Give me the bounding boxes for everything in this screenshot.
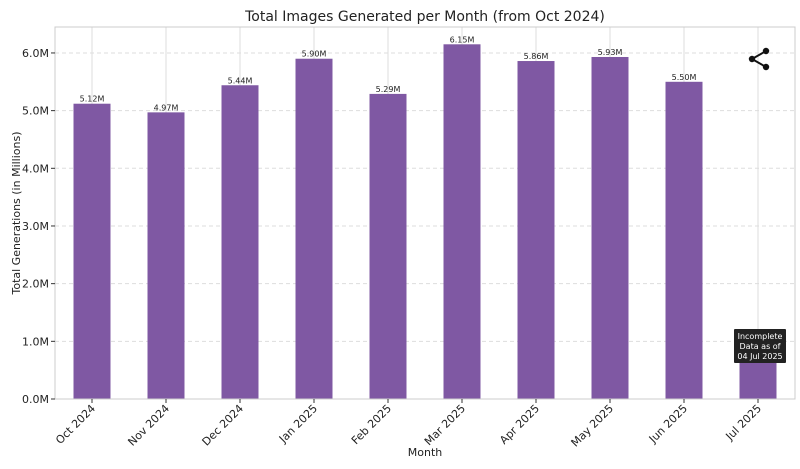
x-tick-label: Nov 2024	[125, 402, 172, 449]
bar	[221, 85, 259, 399]
x-tick-label: Jun 2025	[646, 402, 690, 446]
data-label: 5.29M	[376, 85, 401, 94]
data-label: 4.97M	[154, 103, 179, 112]
y-tick-label: 6.0M	[22, 47, 49, 60]
chart-title: Total Images Generated per Month (from O…	[244, 9, 605, 25]
bar	[73, 103, 111, 400]
y-tick-label: 4.0M	[22, 162, 49, 175]
data-label: 5.44M	[228, 76, 253, 85]
x-axis-label: Month	[408, 446, 443, 459]
bar	[517, 61, 555, 400]
x-axis: Oct 2024 Nov 2024 Dec 2024 Jan 2025 Feb 2025…	[53, 399, 764, 449]
bar	[369, 93, 407, 399]
data-labels: 5.12M 4.97M 5.44M 5.90M 5.29M 6.15M 5.86M 5.93M…	[80, 35, 697, 112]
data-label: 5.90M	[302, 50, 327, 59]
x-tick-label: Mar 2025	[422, 402, 468, 448]
bar	[665, 81, 703, 399]
data-label: 5.12M	[80, 95, 105, 104]
annotation-line: Incomplete	[738, 332, 783, 341]
y-tick-label: 3.0M	[22, 220, 49, 233]
bar	[591, 56, 629, 400]
y-axis: 0.0M 1.0M 2.0M 3.0M 4.0M 5.0M 6.0M	[22, 47, 55, 406]
bar	[147, 112, 185, 399]
x-tick-label: Apr 2025	[497, 402, 542, 447]
y-tick-label: 2.0M	[22, 278, 49, 291]
bar	[443, 44, 481, 399]
x-tick-label: Jan 2025	[276, 402, 320, 446]
x-tick-label: May 2025	[569, 402, 617, 450]
annotation-line: 04 Jul 2025	[737, 352, 782, 361]
bar	[295, 58, 333, 399]
x-tick-label: Oct 2024	[53, 402, 98, 447]
data-label: 6.15M	[450, 35, 475, 44]
bars	[73, 44, 777, 400]
data-label: 5.86M	[524, 52, 549, 61]
y-tick-label: 1.0M	[22, 335, 49, 348]
y-axis-label: Total Generations (in Millions)	[10, 131, 23, 295]
annotation-line: Data as of	[740, 342, 781, 351]
annotation-box	[734, 329, 786, 363]
y-tick-label: 5.0M	[22, 105, 49, 118]
x-tick-label: Feb 2025	[349, 402, 394, 447]
share-icon[interactable]	[748, 47, 770, 71]
x-tick-label: Jul 2025	[723, 402, 765, 444]
plot-frame	[54, 26, 796, 400]
data-label: 5.50M	[672, 73, 697, 82]
data-label: 5.93M	[598, 48, 623, 57]
bar	[739, 358, 777, 399]
y-tick-label: 0.0M	[22, 393, 49, 406]
x-tick-label: Dec 2024	[200, 402, 247, 449]
